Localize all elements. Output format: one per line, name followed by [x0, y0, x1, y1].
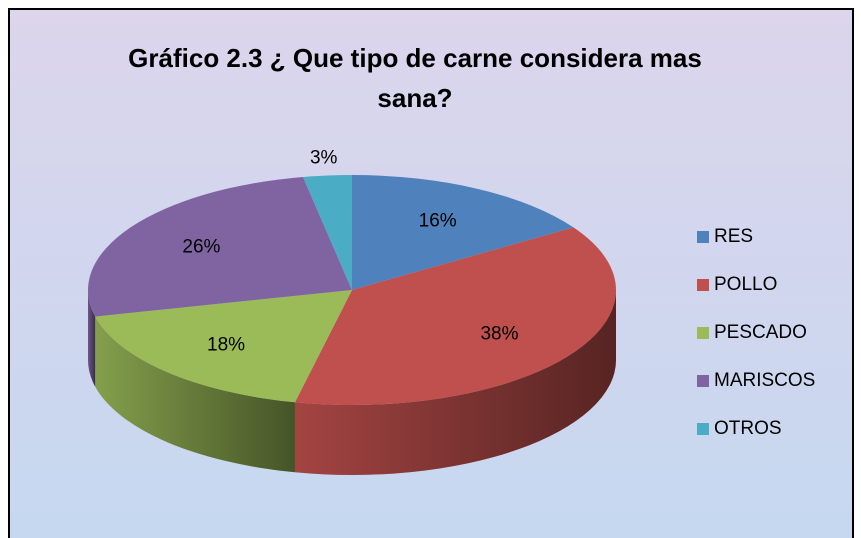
legend-swatch	[697, 423, 709, 435]
legend-label: MARISCOS	[714, 370, 815, 391]
pie-slices: 16% 38% 18% 26% 3%	[88, 147, 616, 405]
slice-side-shade	[95, 316, 295, 473]
legend-label: OTROS	[714, 418, 782, 439]
pie-slice	[303, 175, 352, 290]
data-label: 3%	[310, 147, 338, 168]
pie-slice	[294, 227, 616, 405]
data-label: 18%	[207, 335, 245, 356]
data-label: 38%	[480, 324, 518, 345]
pie-slice	[352, 175, 574, 290]
slice-side-shade	[294, 290, 616, 475]
legend: RES POLLO PESCADO MARISCOS OTROS	[697, 226, 815, 439]
slice-side-shade	[88, 290, 96, 387]
legend-label: RES	[714, 226, 753, 247]
data-label: 26%	[182, 236, 220, 257]
pie-slice	[95, 290, 352, 403]
chart-title: Gráfico 2.3 ¿ Que tipo de carne consider…	[128, 43, 702, 113]
data-label: 16%	[419, 210, 457, 231]
pie-slice	[88, 176, 352, 317]
legend-swatch	[697, 327, 709, 339]
pie-sides	[88, 290, 616, 475]
legend-label: PESCADO	[714, 322, 807, 343]
legend-swatch	[697, 375, 709, 387]
legend-swatch	[697, 279, 709, 291]
legend-swatch	[697, 231, 709, 243]
legend-label: POLLO	[714, 274, 777, 295]
